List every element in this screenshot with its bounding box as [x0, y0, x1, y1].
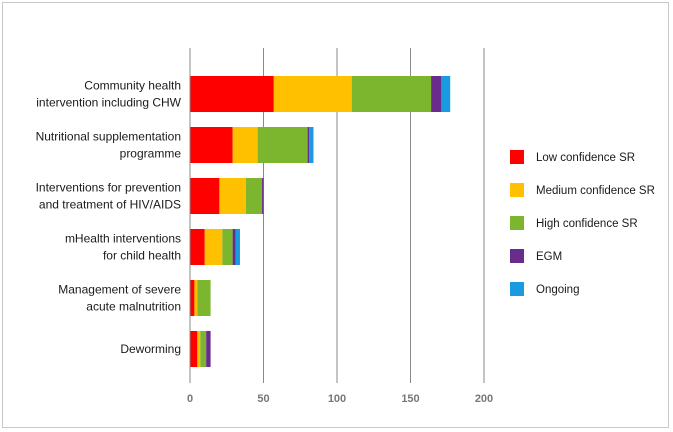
legend-swatch-2	[510, 216, 524, 230]
bar-segment-1-1	[232, 127, 258, 163]
bar-segment-3-4	[235, 229, 240, 265]
legend: Low confidence SR Medium confidence SR Hig…	[510, 150, 655, 296]
bar-segment-5-0	[190, 331, 198, 367]
legend-swatch-0	[510, 150, 524, 164]
x-tick-label-150: 150	[401, 393, 419, 405]
x-tick-label-50: 50	[257, 393, 269, 405]
category-label-2: Interventions for prevention and treatmen…	[36, 181, 181, 212]
bar-segment-1-3	[307, 127, 310, 163]
bar-segment-1-4	[309, 127, 314, 163]
legend-swatch-1	[510, 183, 524, 197]
legend-label-1: Medium confidence SR	[536, 185, 655, 197]
bar-segment-5-2	[200, 331, 207, 367]
bar-segment-2-0	[190, 178, 220, 214]
bar-segment-5-3	[206, 331, 211, 367]
bar-segment-0-2	[351, 76, 432, 112]
bar-segment-4-2	[197, 280, 211, 316]
x-tick-label-200: 200	[475, 393, 493, 405]
legend-label-0: Low confidence SR	[536, 152, 635, 164]
bar-segment-4-1	[194, 280, 198, 316]
x-tick-label-0: 0	[187, 393, 193, 405]
bar-segment-4-0	[190, 280, 195, 316]
bar-segment-1-0	[190, 127, 233, 163]
legend-label-3: EGM	[536, 251, 562, 263]
legend-label-4: Ongoing	[536, 284, 579, 296]
bar-segment-0-0	[190, 76, 274, 112]
bar-segment-1-2	[257, 127, 308, 163]
bars	[190, 76, 451, 367]
x-tick-labels: 0 50 100 150 200	[187, 393, 493, 405]
bar-segment-3-2	[222, 229, 233, 265]
bar-segment-3-0	[190, 229, 205, 265]
legend-swatch-4	[510, 282, 524, 296]
bar-segment-3-1	[204, 229, 223, 265]
bar-segment-2-2	[245, 178, 263, 214]
bar-segment-0-3	[431, 76, 442, 112]
chart-frame	[2, 2, 669, 428]
bar-segment-3-3	[232, 229, 236, 265]
legend-label-2: High confidence SR	[536, 218, 638, 230]
legend-swatch-3	[510, 249, 524, 263]
bar-segment-5-1	[197, 331, 201, 367]
bar-segment-2-1	[219, 178, 246, 214]
category-label-5: Deworming	[120, 342, 181, 356]
category-label-1: Nutritional supplementation programme	[36, 130, 182, 161]
bar-segment-0-1	[273, 76, 352, 112]
x-tick-label-100: 100	[328, 393, 346, 405]
category-label-3: mHealth interventions for child health	[65, 232, 181, 263]
bar-segment-2-3	[262, 178, 264, 214]
category-label-0: Community health intervention including C…	[36, 79, 181, 110]
bar-segment-0-4	[441, 76, 451, 112]
category-label-4: Management of severe acute malnutrition	[58, 283, 181, 314]
category-labels: Community health intervention including C…	[36, 79, 182, 357]
